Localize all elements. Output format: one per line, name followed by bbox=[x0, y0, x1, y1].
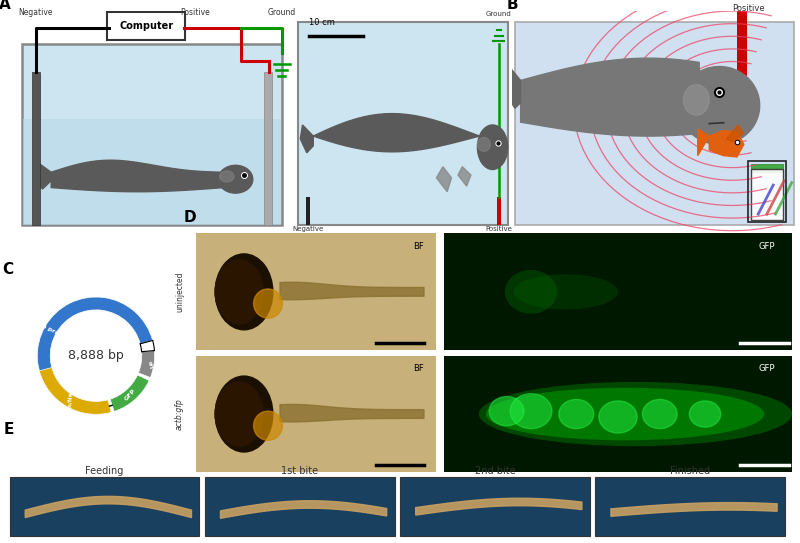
Circle shape bbox=[559, 400, 594, 428]
Text: Finished: Finished bbox=[670, 466, 710, 476]
Ellipse shape bbox=[479, 382, 792, 446]
Text: BF: BF bbox=[414, 242, 424, 251]
Wedge shape bbox=[39, 368, 111, 414]
Text: BF: BF bbox=[414, 364, 424, 374]
Text: Feeding: Feeding bbox=[86, 466, 124, 476]
Ellipse shape bbox=[215, 376, 273, 452]
Text: actb:gfp: actb:gfp bbox=[175, 398, 184, 430]
Polygon shape bbox=[458, 167, 471, 186]
FancyBboxPatch shape bbox=[22, 45, 282, 225]
Text: 10 cm: 10 cm bbox=[309, 18, 335, 27]
Text: Ground: Ground bbox=[267, 8, 296, 17]
Polygon shape bbox=[726, 125, 744, 142]
Circle shape bbox=[510, 394, 552, 428]
Polygon shape bbox=[280, 405, 424, 422]
Ellipse shape bbox=[486, 388, 764, 440]
Text: GFP: GFP bbox=[758, 364, 774, 374]
Polygon shape bbox=[437, 167, 451, 192]
Bar bbox=[595, 477, 785, 536]
Wedge shape bbox=[38, 297, 153, 414]
Circle shape bbox=[599, 401, 637, 433]
Bar bbox=[497, 197, 501, 225]
Bar bbox=[728, 97, 755, 117]
Text: Positive: Positive bbox=[732, 4, 765, 13]
Polygon shape bbox=[611, 503, 777, 516]
Ellipse shape bbox=[215, 254, 273, 330]
Ellipse shape bbox=[218, 165, 253, 193]
Bar bbox=[10, 477, 199, 536]
Text: Negative: Negative bbox=[18, 8, 53, 17]
Polygon shape bbox=[34, 164, 51, 189]
Text: 2nd bite: 2nd bite bbox=[474, 466, 515, 476]
Polygon shape bbox=[221, 501, 386, 519]
Ellipse shape bbox=[254, 411, 282, 440]
Wedge shape bbox=[110, 375, 149, 412]
Bar bbox=[205, 477, 394, 536]
Text: D: D bbox=[184, 210, 197, 225]
Polygon shape bbox=[506, 67, 521, 108]
FancyBboxPatch shape bbox=[298, 22, 508, 225]
Polygon shape bbox=[416, 498, 582, 515]
Polygon shape bbox=[698, 129, 710, 155]
Text: Positive: Positive bbox=[486, 226, 512, 232]
Text: Computer: Computer bbox=[119, 21, 174, 31]
Bar bbox=[306, 197, 310, 225]
Polygon shape bbox=[314, 113, 480, 152]
Ellipse shape bbox=[514, 274, 618, 310]
Text: 8,888 bp: 8,888 bp bbox=[68, 349, 124, 362]
Text: Ground: Ground bbox=[486, 11, 512, 17]
Ellipse shape bbox=[478, 125, 508, 169]
Bar bbox=[748, 161, 786, 223]
Text: 1st bite: 1st bite bbox=[281, 466, 318, 476]
Text: β-actin promoter: β-actin promoter bbox=[23, 313, 78, 346]
FancyBboxPatch shape bbox=[107, 12, 185, 40]
Wedge shape bbox=[138, 351, 154, 377]
Text: GFP: GFP bbox=[124, 388, 137, 402]
Text: Kan/Neo: Kan/Neo bbox=[67, 388, 73, 414]
FancyBboxPatch shape bbox=[751, 169, 782, 219]
Text: C: C bbox=[2, 262, 14, 277]
Ellipse shape bbox=[683, 85, 710, 115]
Text: A: A bbox=[0, 0, 11, 12]
Polygon shape bbox=[521, 58, 699, 136]
Bar bbox=[737, 3, 746, 100]
Polygon shape bbox=[710, 130, 744, 157]
Ellipse shape bbox=[220, 171, 234, 182]
FancyBboxPatch shape bbox=[515, 22, 794, 225]
Polygon shape bbox=[300, 125, 314, 153]
Text: B: B bbox=[506, 0, 518, 12]
Ellipse shape bbox=[215, 382, 263, 446]
Ellipse shape bbox=[505, 270, 557, 314]
Circle shape bbox=[690, 401, 721, 427]
Text: Negative: Negative bbox=[292, 226, 323, 232]
Text: ori: ori bbox=[147, 361, 154, 370]
Bar bbox=[264, 72, 271, 225]
Circle shape bbox=[642, 400, 677, 428]
Polygon shape bbox=[26, 496, 191, 517]
Text: E: E bbox=[4, 422, 14, 437]
Polygon shape bbox=[280, 282, 424, 300]
Ellipse shape bbox=[215, 260, 263, 324]
Text: GFP: GFP bbox=[758, 242, 774, 251]
Circle shape bbox=[490, 396, 524, 426]
Bar bbox=[33, 72, 40, 225]
Ellipse shape bbox=[679, 67, 760, 144]
Ellipse shape bbox=[478, 137, 490, 151]
Text: Positive: Positive bbox=[180, 8, 210, 17]
Bar bbox=[751, 164, 782, 172]
Bar bbox=[23, 119, 281, 225]
Text: uninjected: uninjected bbox=[175, 272, 184, 312]
Bar bbox=[400, 477, 590, 536]
Polygon shape bbox=[51, 160, 224, 192]
Ellipse shape bbox=[254, 289, 282, 318]
